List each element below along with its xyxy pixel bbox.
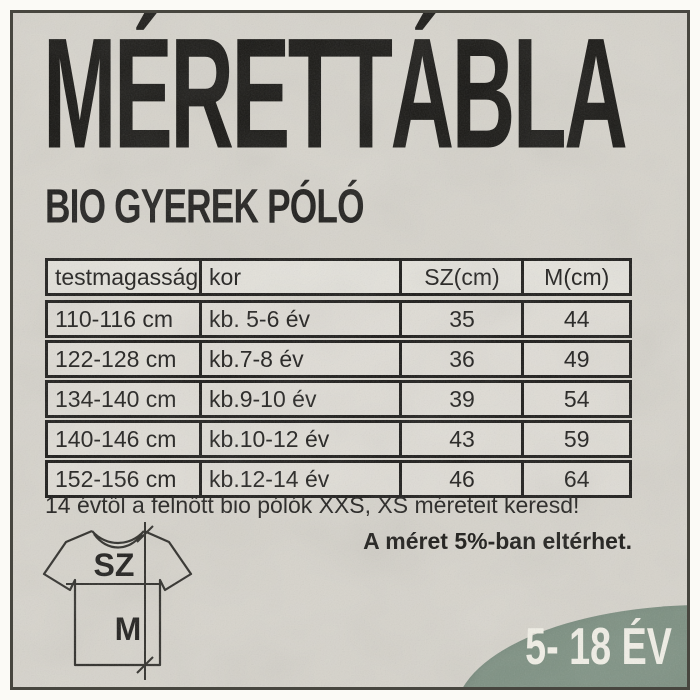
tshirt-diagram: SZ M	[42, 522, 193, 680]
page-title-text: MÉRETTÁBLA	[43, 10, 628, 182]
note-adult-sizes: 14 évtől a felnőtt bio pólók XXS, XS mér…	[45, 492, 580, 518]
measure-lines	[66, 522, 161, 680]
length-label: M	[115, 611, 142, 647]
table-header-age: kor	[199, 261, 399, 293]
table-header-height: testmagasság	[55, 264, 199, 290]
table-cell-age: kb.7-8 év	[199, 343, 399, 375]
age-range-text: 5- 18 ÉV	[524, 617, 672, 676]
table-cell-height: 110-116 cm	[55, 306, 174, 332]
table-cell-height: 140-146 cm	[55, 426, 177, 452]
table-cell-length: 44	[521, 303, 628, 335]
age-range-label: 5- 18 ÉV	[505, 616, 687, 675]
table-header-row: testmagasság kor SZ(cm) M(cm)	[45, 258, 632, 296]
table-cell-width: 36	[399, 343, 521, 375]
table-cell-age: kb.12-14 év	[199, 463, 399, 495]
table-header-width: SZ(cm)	[399, 261, 521, 293]
table-cell-length: 59	[521, 423, 628, 455]
table-cell-width: 39	[399, 383, 521, 415]
table-cell-length: 54	[521, 383, 628, 415]
table-row: 110-116 cm kb. 5-6 év 35 44	[45, 300, 632, 338]
table-cell-height: 134-140 cm	[55, 386, 177, 412]
table-cell-width: 46	[399, 463, 521, 495]
table-row: 122-128 cm kb.7-8 év 36 49	[45, 340, 632, 378]
table-cell-age: kb.10-12 év	[199, 423, 399, 455]
product-subtitle-text: BIO GYEREK PÓLÓ	[45, 179, 365, 234]
table-cell-width: 35	[399, 303, 521, 335]
table-cell-length: 64	[521, 463, 628, 495]
table-cell-height: 152-156 cm	[55, 466, 177, 492]
table-cell-age: kb.9-10 év	[199, 383, 399, 415]
table-header-length: M(cm)	[521, 261, 628, 293]
table-cell-height: 122-128 cm	[55, 346, 177, 372]
page-title: MÉRETTÁBLA	[43, 13, 673, 182]
table-cell-age: kb. 5-6 év	[199, 303, 399, 335]
table-row: 134-140 cm kb.9-10 év 39 54	[45, 380, 632, 418]
size-table: testmagasság kor SZ(cm) M(cm) 110-116 cm…	[45, 258, 632, 500]
width-label: SZ	[94, 547, 135, 583]
table-row: 140-146 cm kb.10-12 év 43 59	[45, 420, 632, 458]
table-cell-length: 49	[521, 343, 628, 375]
poster-frame: MÉRETTÁBLA BIO GYEREK PÓLÓ testmagasság …	[10, 10, 690, 690]
product-subtitle: BIO GYEREK PÓLÓ	[45, 179, 445, 233]
table-cell-width: 43	[399, 423, 521, 455]
